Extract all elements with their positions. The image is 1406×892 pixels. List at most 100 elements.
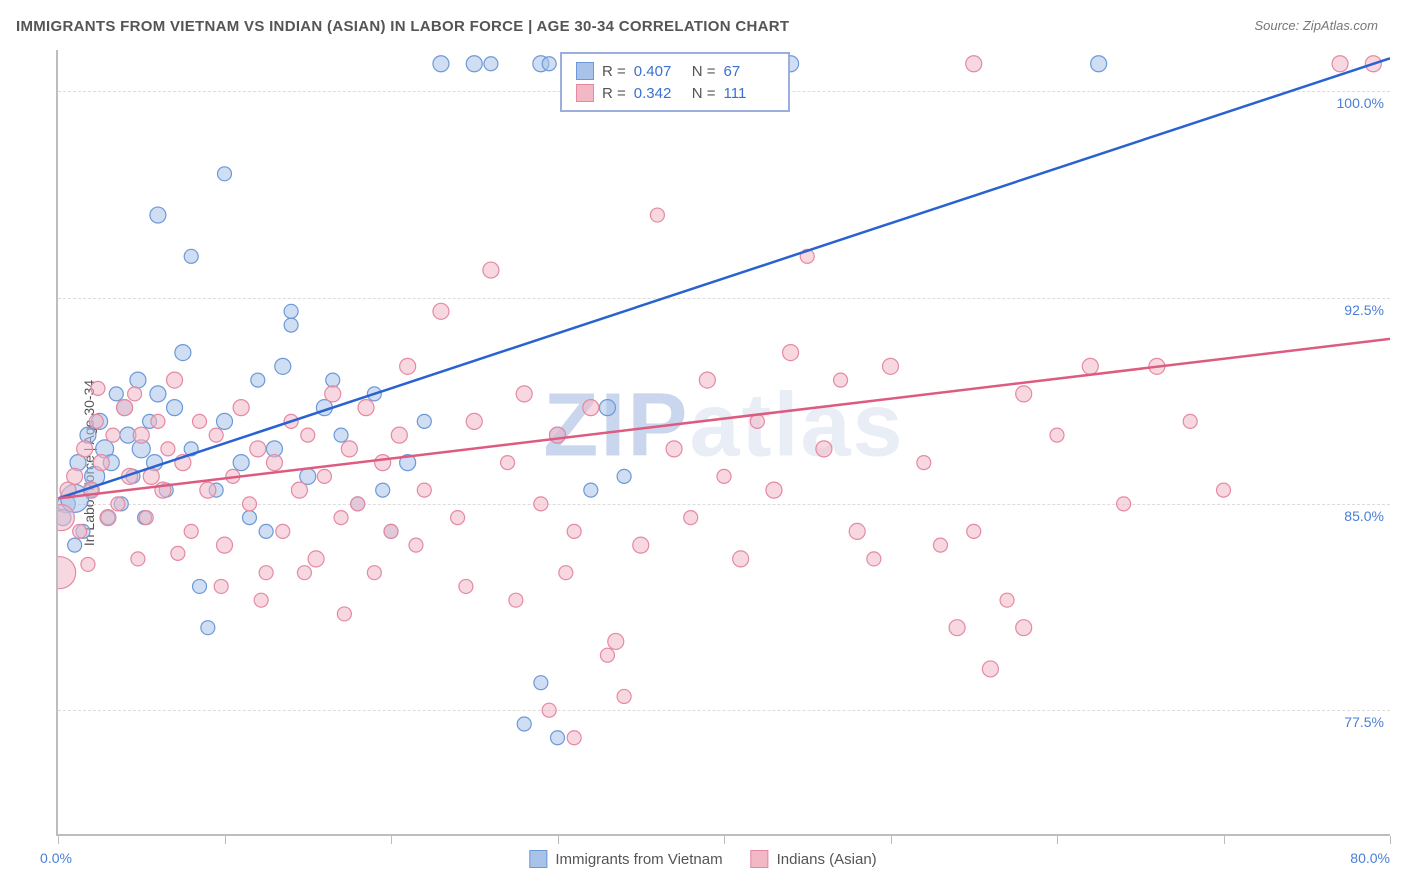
data-point (184, 249, 198, 263)
data-point (376, 483, 390, 497)
data-point (466, 56, 482, 72)
data-point (351, 497, 365, 511)
data-point (459, 579, 473, 593)
data-point (308, 551, 324, 567)
legend-item-indian: Indians (Asian) (751, 850, 877, 868)
data-point (128, 387, 142, 401)
stats-box: R = 0.407 N = 67 R = 0.342 N = 111 (560, 52, 790, 112)
x-tick (391, 836, 392, 844)
scatter-svg (58, 50, 1390, 834)
data-point (93, 455, 109, 471)
data-point (516, 386, 532, 402)
data-point (599, 400, 615, 416)
data-point (100, 510, 116, 526)
data-point (291, 482, 307, 498)
data-point (367, 566, 381, 580)
n-label-2: N = (692, 85, 716, 102)
data-point (1117, 497, 1131, 511)
data-point (193, 579, 207, 593)
legend-item-vietnam: Immigrants from Vietnam (529, 850, 722, 868)
data-point (259, 566, 273, 580)
data-point (133, 427, 149, 443)
data-point (171, 546, 185, 560)
data-point (317, 469, 331, 483)
data-point (542, 57, 556, 71)
data-point (483, 262, 499, 278)
data-point (200, 482, 216, 498)
data-point (167, 400, 183, 416)
data-point (867, 552, 881, 566)
data-point (337, 607, 351, 621)
data-point (284, 318, 298, 332)
data-point (583, 400, 599, 416)
source-prefix: Source: (1254, 18, 1302, 33)
data-point (251, 373, 265, 387)
data-point (275, 358, 291, 374)
data-point (433, 56, 449, 72)
data-point (608, 633, 624, 649)
x-tick (1057, 836, 1058, 844)
data-point (600, 648, 614, 662)
legend-label-vietnam: Immigrants from Vietnam (555, 851, 722, 868)
data-point (584, 483, 598, 497)
x-tick (558, 836, 559, 844)
source-name: ZipAtlas.com (1303, 18, 1378, 33)
data-point (733, 551, 749, 567)
data-point (883, 358, 899, 374)
x-tick (724, 836, 725, 844)
data-point (917, 456, 931, 470)
data-point (81, 557, 95, 571)
data-point (242, 497, 256, 511)
n-value-vietnam: 67 (724, 63, 774, 80)
data-point (276, 524, 290, 538)
data-point (131, 552, 145, 566)
data-point (967, 524, 981, 538)
data-point (534, 676, 548, 690)
r-value-vietnam: 0.407 (634, 63, 684, 80)
data-point (375, 455, 391, 471)
data-point (1217, 483, 1231, 497)
data-point (209, 428, 223, 442)
data-point (150, 386, 166, 402)
data-point (509, 593, 523, 607)
data-point (217, 537, 233, 553)
data-point (259, 524, 273, 538)
data-point (150, 207, 166, 223)
data-point (451, 511, 465, 525)
swatch-vietnam-icon (529, 850, 547, 868)
data-point (89, 414, 103, 428)
data-point (391, 427, 407, 443)
data-point (409, 538, 423, 552)
data-point (193, 414, 207, 428)
data-point (966, 56, 982, 72)
data-point (217, 413, 233, 429)
data-point (325, 386, 341, 402)
trend-line (58, 58, 1390, 498)
data-point (949, 620, 965, 636)
chart-area: In Labor Force | Age 30-34 ZIPatlas 77.5… (16, 50, 1390, 876)
data-point (233, 455, 249, 471)
data-point (250, 441, 266, 457)
data-point (266, 455, 282, 471)
data-point (161, 442, 175, 456)
data-point (551, 731, 565, 745)
data-point (334, 511, 348, 525)
data-point (1000, 593, 1014, 607)
data-point (117, 400, 133, 416)
data-point (73, 524, 87, 538)
chart-title: IMMIGRANTS FROM VIETNAM VS INDIAN (ASIAN… (16, 18, 789, 35)
data-point (1016, 620, 1032, 636)
data-point (466, 413, 482, 429)
r-value-indian: 0.342 (634, 85, 684, 102)
data-point (167, 372, 183, 388)
data-point (633, 537, 649, 553)
data-point (417, 483, 431, 497)
data-point (933, 538, 947, 552)
data-point (1183, 414, 1197, 428)
data-point (1050, 428, 1064, 442)
legend-label-indian: Indians (Asian) (777, 851, 877, 868)
data-point (567, 524, 581, 538)
data-point (334, 428, 348, 442)
data-point (834, 373, 848, 387)
data-point (106, 428, 120, 442)
